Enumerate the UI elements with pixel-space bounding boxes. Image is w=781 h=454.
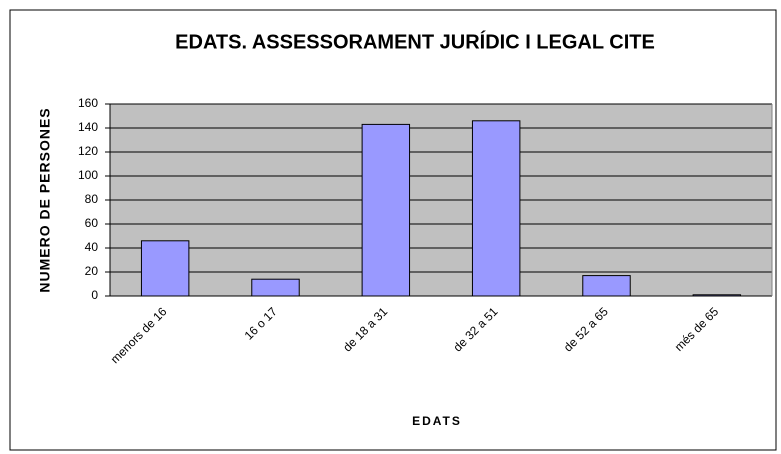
bar [251,278,300,297]
y-tick-label: 160 [78,96,98,110]
x-axis-label: EDATS [412,414,462,428]
y-tick-label: 100 [78,168,98,182]
bar [471,120,521,297]
y-tick-label: 60 [85,216,99,230]
y-tick-label: 40 [85,240,99,254]
y-axis-label: NUMERO DE PERSONES [37,107,53,292]
bar [361,123,411,297]
y-tick-label: 0 [91,288,98,302]
y-tick-label: 20 [85,264,99,278]
y-tick-label: 120 [78,144,98,158]
bar [140,240,190,297]
y-tick-label: 80 [85,192,99,206]
chart-title: EDATS. ASSESSORAMENT JURÍDIC I LEGAL CIT… [175,30,655,53]
bar [582,275,631,297]
y-tick-label: 140 [78,120,98,134]
bar [692,294,742,297]
